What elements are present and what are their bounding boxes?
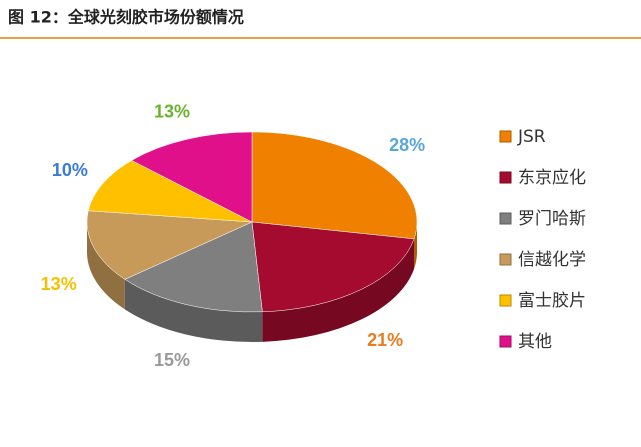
legend-label: 富士胶片 — [518, 291, 586, 311]
slice-side — [414, 222, 418, 269]
slice-side — [87, 222, 125, 310]
legend-label: 东京应化 — [518, 168, 586, 188]
legend-swatch — [499, 294, 512, 307]
pie-tops — [86, 131, 418, 313]
legend-swatch — [499, 171, 512, 184]
data-label: 13% — [41, 274, 77, 294]
legend-label: JSR — [517, 127, 546, 147]
data-label: 21% — [367, 330, 403, 350]
pie-slice — [131, 131, 253, 223]
data-labels: 28% 21% 15% 13% 10% 13% — [41, 102, 425, 370]
legend-swatch — [499, 253, 512, 266]
data-label: 10% — [52, 160, 88, 180]
pie-sides — [87, 222, 418, 342]
legend-label: 其他 — [518, 332, 552, 352]
legend-label: 信越化学 — [518, 250, 586, 270]
chart-title: 图 12：全球光刻胶市场份额情况 — [8, 8, 244, 27]
slice-side — [124, 279, 263, 342]
pie-slice — [124, 221, 263, 313]
pie-slice — [251, 221, 415, 313]
legend-swatch — [499, 335, 512, 348]
pie-slice — [251, 131, 418, 240]
pie-slice — [87, 160, 253, 223]
data-label: 15% — [154, 350, 190, 370]
pie-slice — [86, 210, 253, 280]
slice-side — [262, 238, 415, 342]
legend-swatch — [499, 212, 512, 225]
legend-label: 罗门哈斯 — [518, 209, 586, 229]
data-label: 13% — [154, 102, 190, 122]
legend-swatch — [499, 130, 512, 143]
data-label: 28% — [389, 135, 425, 155]
